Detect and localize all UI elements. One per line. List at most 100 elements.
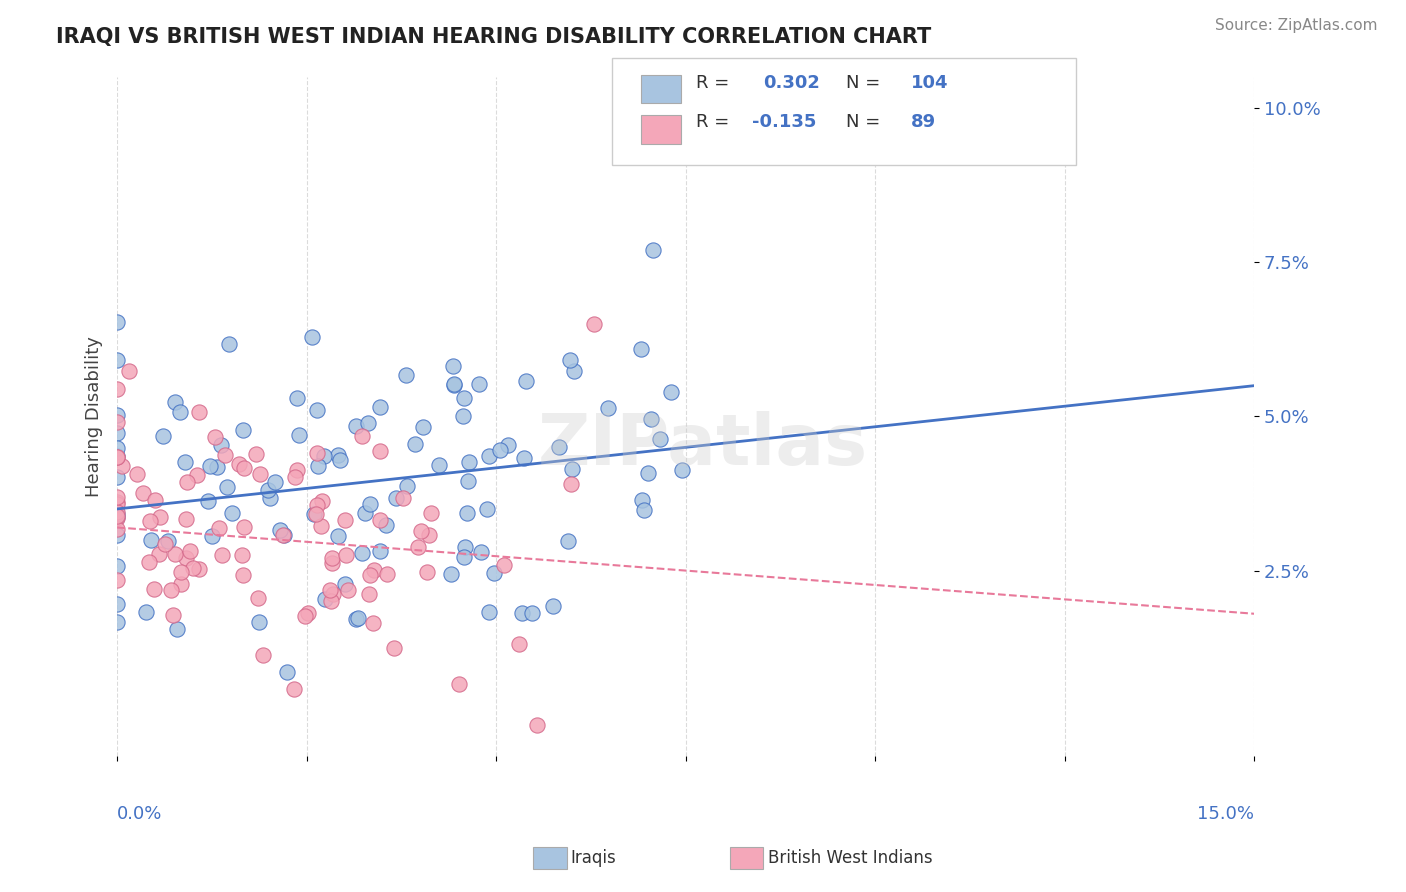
- Point: [284, 470, 307, 484]
- Point: [198, 458, 221, 473]
- Point: [344, 611, 367, 625]
- Point: [160, 582, 183, 597]
- Point: [105, 415, 128, 429]
- Point: [375, 566, 398, 581]
- Point: [335, 548, 357, 562]
- Point: [394, 368, 416, 382]
- Point: [671, 463, 693, 477]
- Point: [285, 392, 308, 406]
- Point: [328, 448, 350, 462]
- Point: [395, 479, 418, 493]
- Point: [643, 243, 665, 257]
- Point: [105, 508, 128, 523]
- Point: [231, 548, 253, 562]
- Point: [207, 460, 229, 475]
- Point: [360, 567, 382, 582]
- Point: [149, 509, 172, 524]
- Point: [252, 648, 274, 662]
- Point: [169, 405, 191, 419]
- Point: [105, 450, 128, 464]
- Point: [440, 567, 463, 582]
- Point: [496, 438, 519, 452]
- Point: [374, 518, 396, 533]
- Point: [494, 558, 516, 573]
- Point: [245, 447, 267, 461]
- Point: [305, 446, 328, 460]
- Point: [561, 461, 583, 475]
- Text: 0.302: 0.302: [763, 74, 820, 92]
- Point: [181, 561, 204, 575]
- Text: 89: 89: [911, 113, 936, 131]
- Point: [166, 622, 188, 636]
- Point: [416, 565, 439, 579]
- Point: [329, 452, 352, 467]
- Point: [105, 408, 128, 422]
- Point: [247, 615, 270, 629]
- Point: [467, 377, 489, 392]
- Point: [475, 501, 498, 516]
- Point: [221, 506, 243, 520]
- Point: [169, 565, 191, 579]
- Point: [557, 534, 579, 549]
- Point: [541, 599, 564, 613]
- Point: [470, 545, 492, 559]
- Text: -0.135: -0.135: [752, 113, 817, 131]
- Point: [363, 563, 385, 577]
- Point: [458, 454, 481, 468]
- Point: [328, 529, 350, 543]
- Point: [209, 438, 232, 452]
- Point: [276, 665, 298, 679]
- Point: [173, 455, 195, 469]
- Text: Source: ZipAtlas.com: Source: ZipAtlas.com: [1215, 18, 1378, 33]
- Point: [454, 540, 477, 554]
- Point: [307, 499, 329, 513]
- Point: [633, 503, 655, 517]
- Point: [186, 467, 208, 482]
- Point: [361, 615, 384, 630]
- Point: [294, 608, 316, 623]
- Point: [508, 636, 530, 650]
- Point: [321, 550, 343, 565]
- Point: [162, 607, 184, 622]
- Point: [259, 491, 281, 506]
- Point: [482, 566, 505, 581]
- Point: [287, 462, 309, 476]
- Text: N =: N =: [846, 113, 880, 131]
- Point: [138, 555, 160, 569]
- Point: [105, 573, 128, 587]
- Point: [170, 577, 193, 591]
- Point: [105, 470, 128, 484]
- Point: [478, 449, 501, 463]
- Point: [333, 577, 356, 591]
- Point: [333, 513, 356, 527]
- Point: [111, 458, 134, 473]
- Point: [301, 330, 323, 344]
- Point: [309, 519, 332, 533]
- Point: [118, 364, 141, 378]
- Text: 15.0%: 15.0%: [1198, 805, 1254, 822]
- Point: [256, 483, 278, 498]
- Point: [105, 449, 128, 463]
- Point: [336, 582, 359, 597]
- Point: [368, 544, 391, 558]
- Point: [105, 353, 128, 368]
- Point: [318, 583, 340, 598]
- Point: [447, 676, 470, 690]
- Point: [453, 391, 475, 405]
- Point: [370, 513, 392, 527]
- Point: [451, 409, 474, 424]
- Point: [350, 546, 373, 560]
- Point: [630, 492, 652, 507]
- Point: [232, 568, 254, 582]
- Point: [155, 537, 177, 551]
- Point: [218, 337, 240, 351]
- Point: [297, 606, 319, 620]
- Point: [217, 479, 239, 493]
- Point: [456, 506, 478, 520]
- Point: [105, 511, 128, 525]
- Point: [353, 506, 375, 520]
- Point: [427, 458, 450, 472]
- Point: [418, 528, 440, 542]
- Point: [305, 403, 328, 417]
- Point: [139, 533, 162, 547]
